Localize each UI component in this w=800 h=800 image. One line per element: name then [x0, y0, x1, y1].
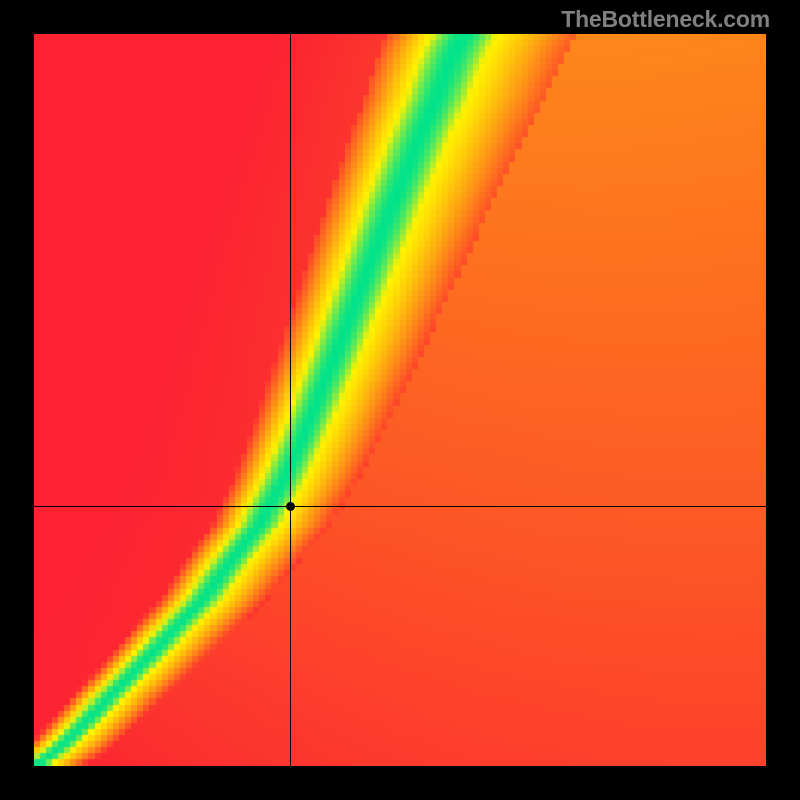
plot-area — [34, 34, 766, 766]
crosshair-horizontal — [34, 506, 766, 507]
crosshair-dot — [286, 502, 295, 511]
watermark-text: TheBottleneck.com — [561, 6, 770, 33]
crosshair-vertical — [290, 34, 291, 766]
heatmap-canvas — [34, 34, 766, 766]
